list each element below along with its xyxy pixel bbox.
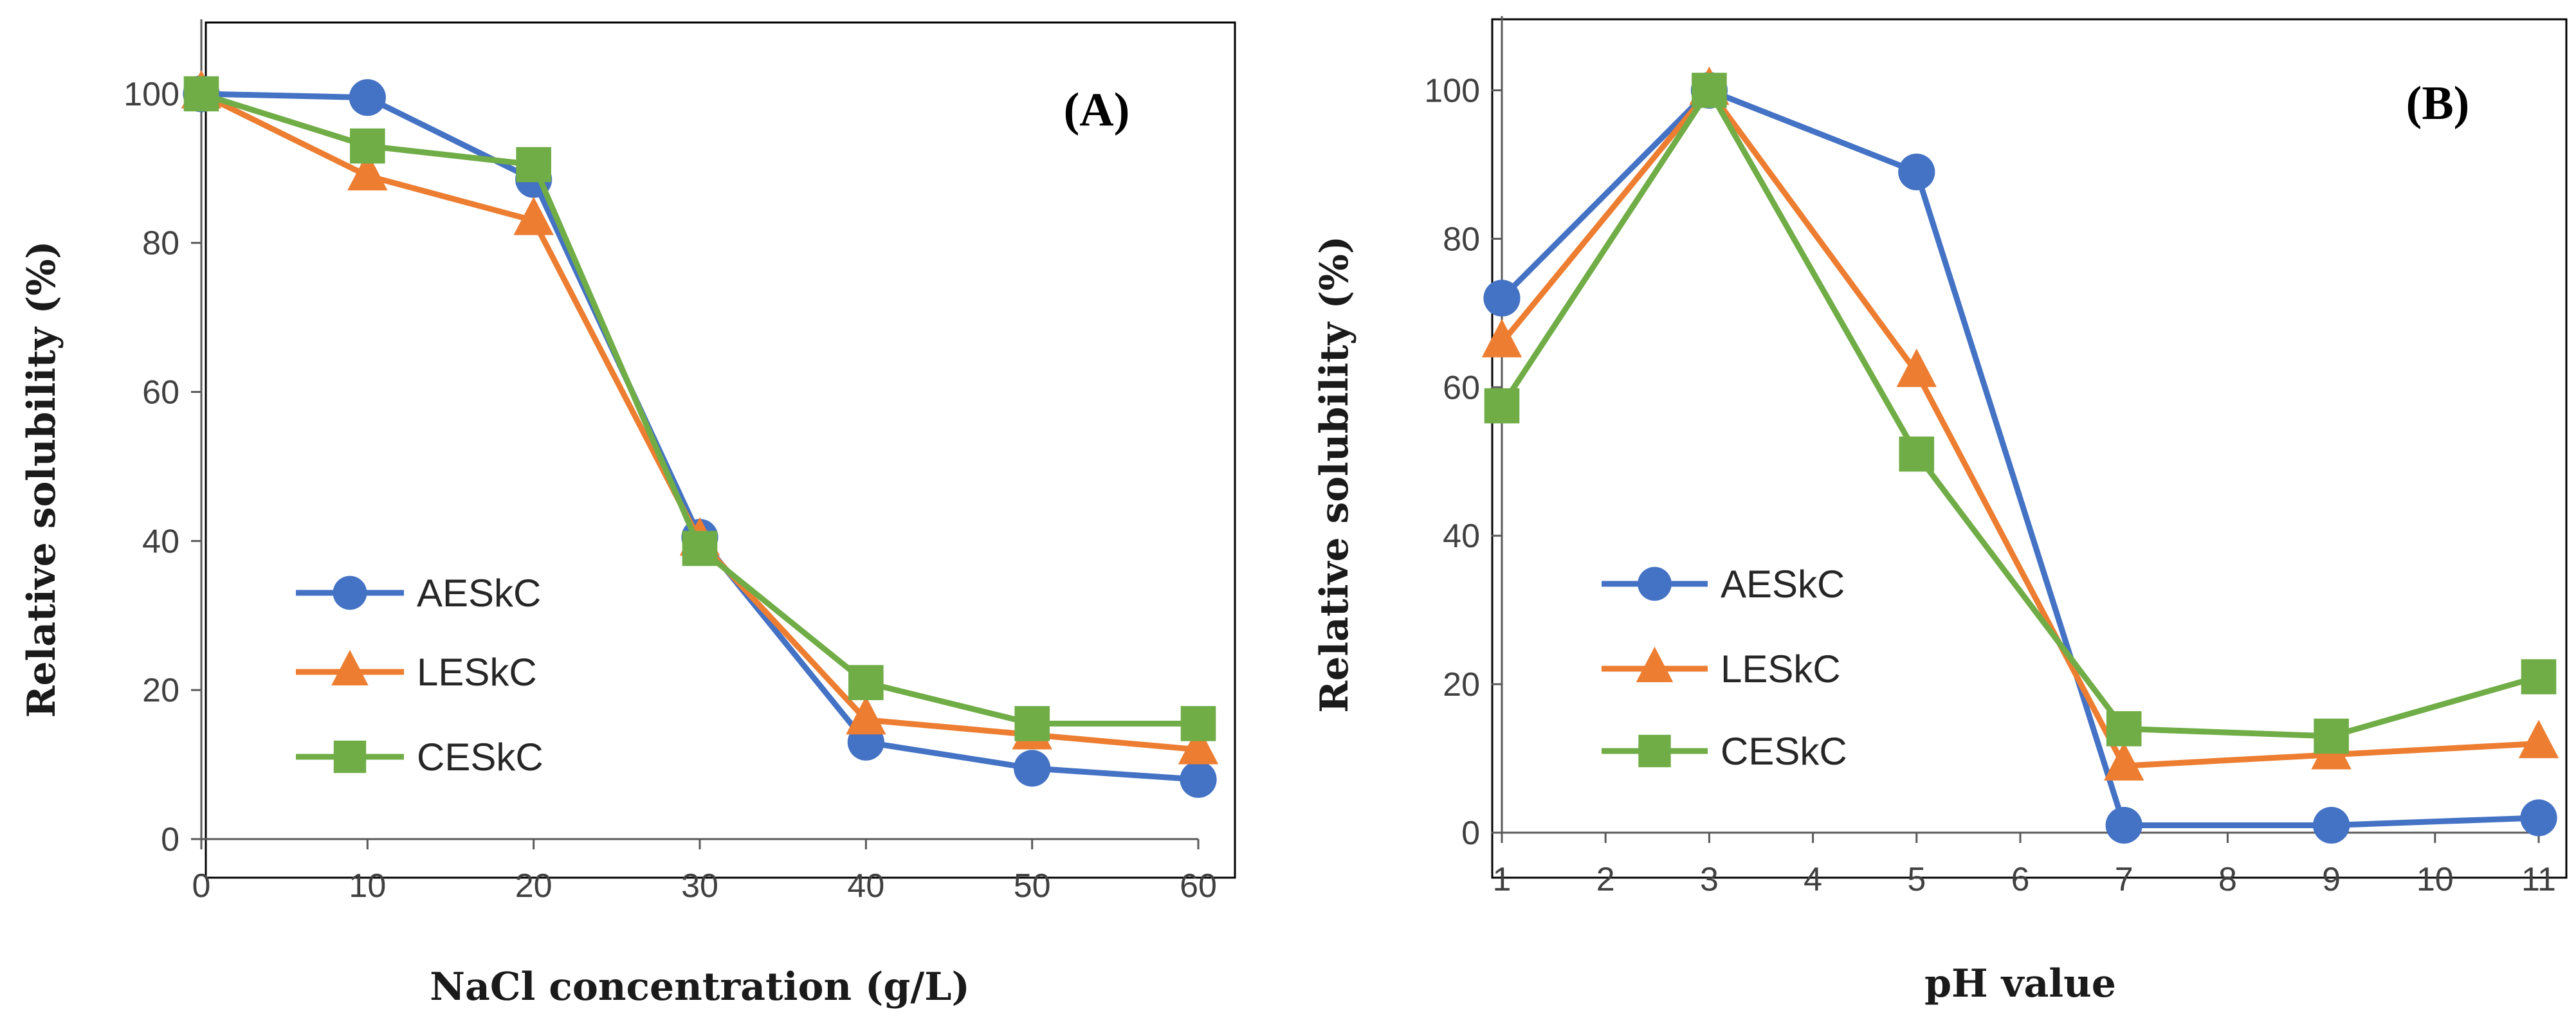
circle-marker <box>1898 153 1935 191</box>
circle-marker <box>2520 799 2557 837</box>
legend-label: CESkC <box>417 736 544 779</box>
legend-label: CESkC <box>1721 730 1847 773</box>
x-tick-label: 10 <box>2416 861 2454 898</box>
square-marker <box>1180 706 1216 741</box>
legend-triangle-marker <box>331 649 369 685</box>
x-tick-label: 6 <box>2011 861 2030 898</box>
y-tick-label: 0 <box>161 821 179 858</box>
legend-label: AESkC <box>417 572 541 615</box>
legend-entry-aeskc: AESkC <box>1602 563 1845 606</box>
legend-entry-ceskc: CESkC <box>1602 730 1847 773</box>
circle-marker <box>1483 280 1521 317</box>
legend-circle-marker <box>333 575 367 610</box>
y-tick-label: 60 <box>1443 369 1480 406</box>
y-tick-label: 80 <box>1443 221 1480 258</box>
series-line <box>1499 87 2542 828</box>
legend-entry-leskc: LESkC <box>1602 646 1841 691</box>
triangle-marker <box>846 696 886 735</box>
square-marker <box>1014 706 1050 741</box>
x-tick-label: 2 <box>1596 861 1615 898</box>
legend-label: LESkC <box>1721 647 1841 691</box>
x-tick-label: 30 <box>681 867 718 905</box>
square-marker <box>516 147 551 183</box>
legend-entry-ceskc: CESkC <box>296 736 544 779</box>
panel-label: (B) <box>2406 77 2470 130</box>
x-tick-label: 11 <box>2521 861 2556 898</box>
legend-entry-aeskc: AESkC <box>296 572 541 615</box>
y-tick-label: 60 <box>142 374 179 412</box>
square-marker <box>350 128 385 164</box>
legend-circle-marker <box>1638 566 1672 601</box>
series-leskc <box>181 69 1219 765</box>
x-axis-title: NaCl concentration (g/L) <box>430 964 970 1009</box>
circle-marker <box>1180 761 1217 798</box>
square-marker <box>2521 659 2557 694</box>
square-marker <box>682 530 718 566</box>
triangle-marker <box>2518 720 2559 759</box>
x-tick-label: 20 <box>515 867 553 905</box>
chart-frame <box>205 21 1236 879</box>
square-marker <box>2314 718 2349 754</box>
x-tick-label: 10 <box>349 867 386 905</box>
triangle-marker <box>1481 318 1522 358</box>
triangle-marker <box>1178 725 1219 765</box>
series-ceskc <box>183 76 1216 741</box>
legend-square-marker <box>1638 734 1671 768</box>
y-tick-label: 40 <box>1443 518 1480 555</box>
triangle-marker <box>513 196 554 235</box>
series-line <box>1499 87 2542 739</box>
y-tick-label: 80 <box>142 225 179 262</box>
square-marker <box>1692 73 1727 108</box>
legend-square-marker <box>333 740 367 774</box>
circle-marker <box>2105 806 2142 844</box>
legend-entry-leskc: LESkC <box>296 649 537 694</box>
circle-marker <box>2313 806 2350 844</box>
legend-label: LESkC <box>417 651 537 694</box>
circle-marker <box>349 79 386 116</box>
x-tick-label: 3 <box>1700 861 1719 898</box>
chart-panel-b: 0 20 40 60 80 100 1 2 3 4 5 6 7 8 9 10 11 pH value Relativ… <box>1312 16 2568 1006</box>
square-marker <box>2106 711 2142 747</box>
x-tick-label: 40 <box>847 867 884 905</box>
series-ceskc <box>1484 73 2557 754</box>
x-tick-label: 9 <box>2322 861 2341 898</box>
y-tick-label: 100 <box>1424 72 1480 109</box>
y-tick-label: 20 <box>1443 666 1480 703</box>
y-axis-title: Relative solubility (%) <box>19 240 64 718</box>
legend-triangle-marker <box>1636 646 1674 682</box>
x-tick-label: 7 <box>2115 861 2133 898</box>
x-tick-label: 60 <box>1180 867 1217 905</box>
square-marker <box>183 76 219 112</box>
y-tick-label: 100 <box>123 76 179 113</box>
x-tick-label: 4 <box>1804 861 1822 898</box>
series-line <box>1499 87 2542 769</box>
y-tick-label: 0 <box>1461 815 1480 852</box>
triangle-marker <box>2104 742 2144 781</box>
series-aeskc <box>183 75 1217 798</box>
series-aeskc <box>1483 71 2557 844</box>
y-tick-label: 20 <box>142 672 179 709</box>
triangle-marker <box>347 152 388 191</box>
y-axis-title: Relative solubility (%) <box>1312 236 1357 713</box>
square-marker <box>1484 388 1520 424</box>
x-tick-label: 5 <box>1907 861 1926 898</box>
series-line <box>198 91 1201 753</box>
triangle-marker <box>1896 349 1937 387</box>
chart-frame <box>1491 18 2568 879</box>
circle-marker <box>1014 750 1051 787</box>
x-tick-label: 8 <box>2218 861 2237 898</box>
x-tick-label: 1 <box>1493 861 1512 898</box>
square-marker <box>848 665 884 700</box>
y-tick-label: 40 <box>142 523 179 560</box>
panel-label: (A) <box>1064 84 1130 136</box>
x-tick-label: 50 <box>1014 867 1051 905</box>
x-axis-title: pH value <box>1924 961 2116 1006</box>
legend-label: AESkC <box>1721 563 1845 606</box>
chart-panel-a: 0 20 40 60 80 100 0 10 20 30 40 50 60 NaCl concentrat… <box>19 19 1236 1009</box>
square-marker <box>1899 436 1935 472</box>
x-tick-label: 0 <box>192 867 211 905</box>
